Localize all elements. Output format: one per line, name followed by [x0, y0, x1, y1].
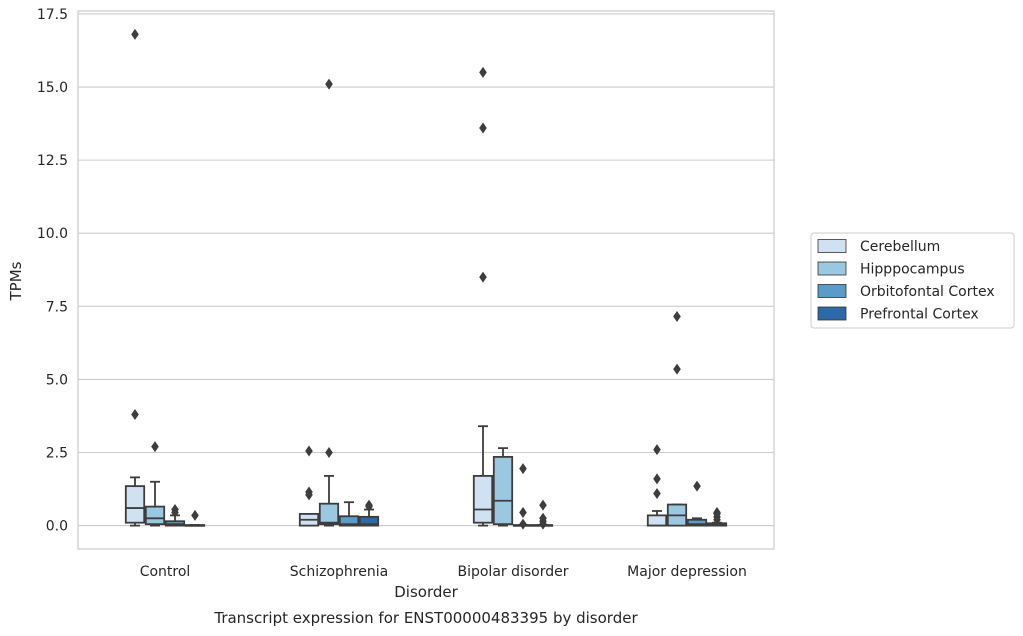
- y-tick-label: 12.5: [37, 153, 68, 169]
- outlier-point: [653, 487, 661, 499]
- outlier-point: [519, 463, 527, 475]
- legend-swatch: [817, 284, 847, 298]
- box-orbitofontal-cortex: [512, 463, 534, 530]
- outlier-point: [191, 509, 199, 521]
- outlier-point: [653, 473, 661, 485]
- outlier-point: [479, 271, 487, 283]
- y-tick-label: 2.5: [46, 446, 68, 462]
- outlier-point: [151, 441, 159, 453]
- box-cerebellum: [472, 66, 494, 527]
- x-axis-label: Disorder: [394, 583, 458, 601]
- y-tick-label: 17.5: [37, 7, 68, 23]
- outlier-point: [673, 311, 681, 323]
- outlier-point: [325, 78, 333, 90]
- outlier-point: [539, 499, 547, 511]
- y-tick-label: 15.0: [37, 80, 68, 96]
- outlier-point: [673, 363, 681, 375]
- outlier-point: [325, 447, 333, 459]
- outlier-point: [305, 486, 313, 498]
- x-tick-label: Major depression: [627, 564, 747, 580]
- legend-frame: [810, 232, 1015, 329]
- x-tick-label: Control: [140, 564, 191, 580]
- legend-swatch: [817, 239, 847, 253]
- box-body: [686, 518, 708, 527]
- y-tick-label: 10.0: [37, 226, 68, 242]
- x-tick-labels: Control Schizophrenia Bipolar disorder Majo…: [140, 564, 747, 580]
- box-hipppocampus: [666, 311, 688, 527]
- outlier-point: [131, 28, 139, 40]
- legend-label: Prefrontal Cortex: [860, 307, 979, 323]
- outlier-point: [653, 444, 661, 456]
- outlier-point: [519, 518, 527, 530]
- box-prefrontal-cortex: [706, 506, 728, 527]
- outlier-point: [539, 512, 547, 524]
- box-hipppocampus: [144, 441, 166, 527]
- box-body: [492, 455, 514, 526]
- box-orbitofontal-cortex: [164, 504, 186, 527]
- box-prefrontal-cortex: [532, 499, 554, 530]
- y-tick-label: 7.5: [46, 299, 68, 315]
- outlier-point: [171, 504, 179, 516]
- legend-items: Cerebellum Hipppocampus Orbitofontal Corte…: [817, 239, 995, 323]
- grid-lines: [78, 13, 774, 527]
- y-axis-label: TPMs: [7, 261, 25, 301]
- box-body: [472, 475, 494, 524]
- outlier-point: [479, 66, 487, 78]
- box-hipppocampus: [318, 78, 340, 527]
- legend: Cerebellum Hipppocampus Orbitofontal Corte…: [810, 232, 1015, 329]
- legend-label: Cerebellum: [860, 239, 940, 255]
- y-tick-label: 0.0: [46, 519, 68, 535]
- x-tick-label: Bipolar disorder: [457, 564, 568, 580]
- box-hipppocampus: [492, 447, 514, 527]
- box-body: [358, 515, 380, 527]
- box-orbitofontal-cortex: [338, 501, 360, 527]
- outlier-point: [519, 506, 527, 518]
- outlier-point: [479, 122, 487, 134]
- chart-caption: Transcript expression for ENST0000048339…: [213, 609, 638, 627]
- legend-label: Hipppocampus: [860, 262, 965, 278]
- box-cerebellum: [124, 28, 146, 527]
- box-prefrontal-cortex: [358, 499, 380, 527]
- box-cerebellum: [646, 444, 668, 527]
- y-tick-labels: 0.0 2.5 5.0 7.5 10.0 12.5 15.0 17.5: [37, 7, 68, 535]
- outlier-point: [131, 409, 139, 420]
- box-cerebellum: [298, 445, 320, 527]
- box-body: [338, 515, 360, 527]
- box-orbitofontal-cortex: [686, 480, 708, 527]
- legend-swatch: [817, 306, 847, 321]
- box-body: [318, 502, 340, 526]
- box-body: [646, 514, 668, 527]
- outlier-point: [365, 499, 373, 511]
- x-tick-label: Schizophrenia: [290, 564, 388, 580]
- outlier-point: [713, 506, 721, 518]
- legend-swatch: [817, 261, 847, 276]
- outlier-point: [693, 480, 701, 492]
- box-series: [124, 28, 728, 530]
- box-body: [144, 505, 166, 526]
- plot-frame: [77, 10, 775, 550]
- box-prefrontal-cortex: [184, 509, 206, 527]
- y-tick-label: 5.0: [46, 372, 68, 388]
- outlier-point: [305, 445, 313, 457]
- legend-label: Orbitofontal Cortex: [860, 284, 995, 300]
- box-body: [124, 485, 146, 524]
